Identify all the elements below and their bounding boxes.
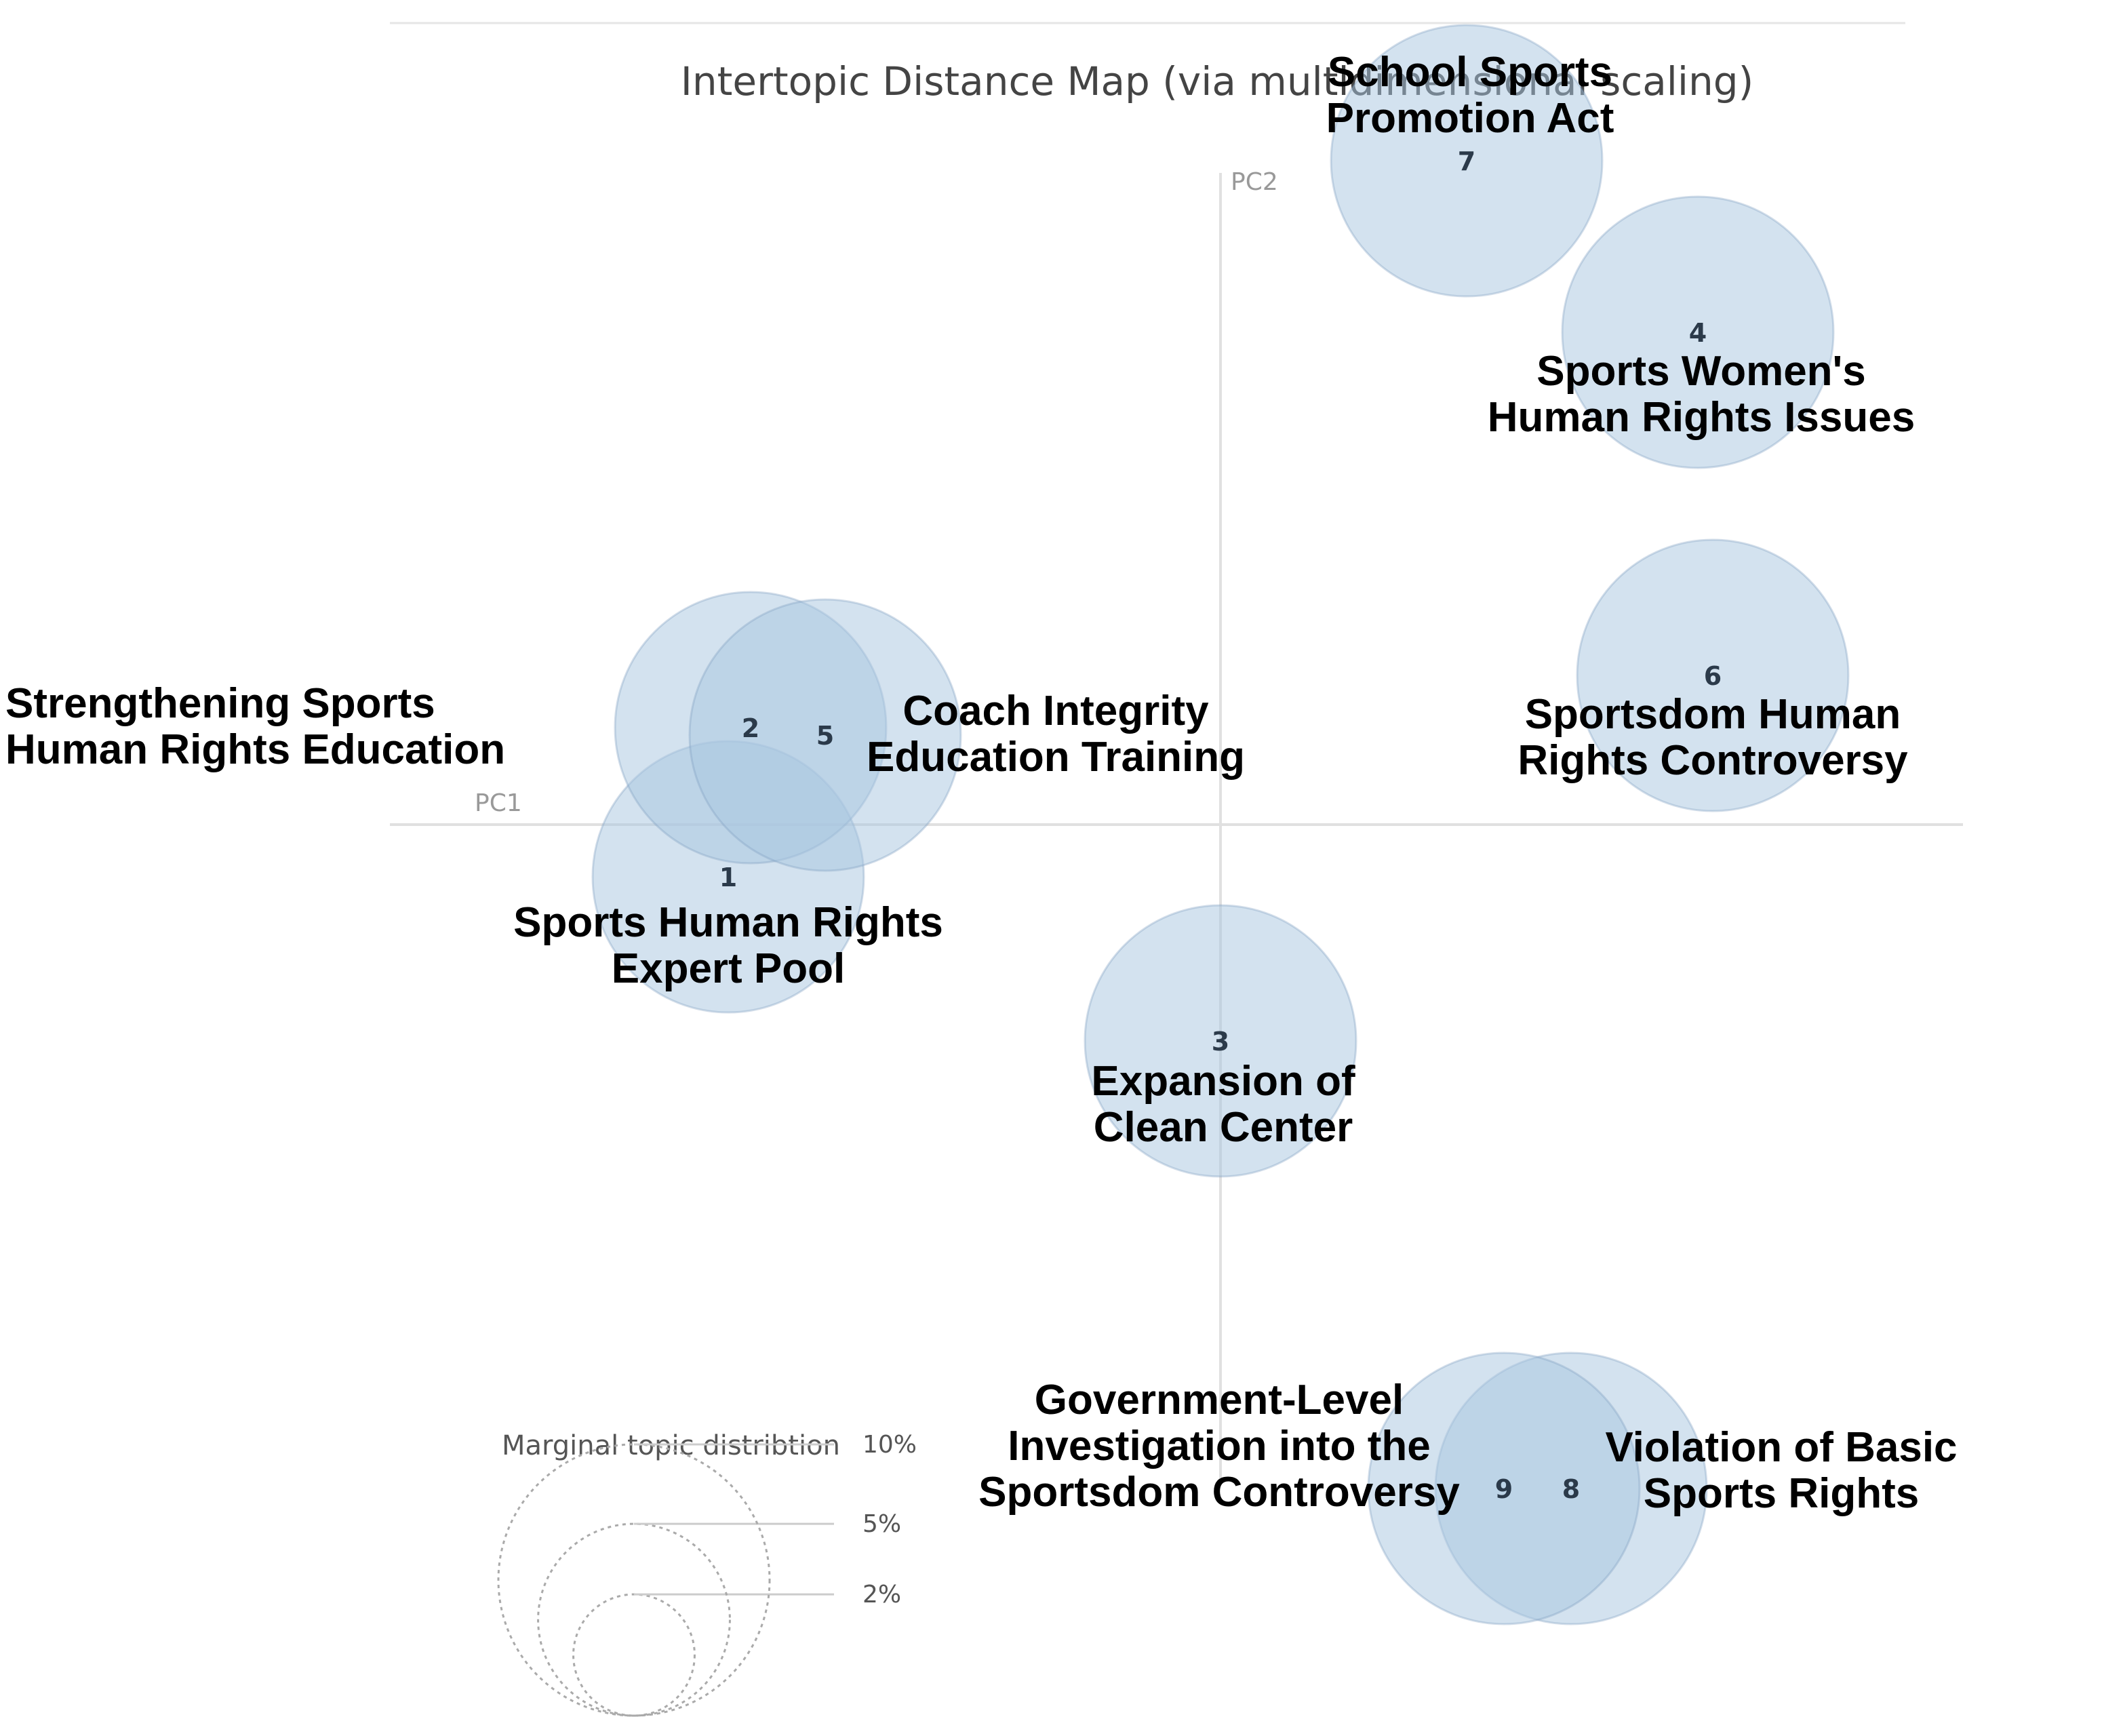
topic-id-6: 6 [1704,661,1722,691]
topic-label-6-line-1: Sportsdom Human [1525,691,1901,738]
topic-label-1-line-1: Sports Human Rights [513,899,943,946]
topic-bubble-4[interactable] [1561,195,1835,469]
topic-id-1: 1 [719,863,737,892]
topic-label-3-line-2: Clean Center [1094,1104,1353,1151]
topic-label-5-line-2: Education Training [867,734,1245,781]
topic-id-7: 7 [1458,146,1475,176]
topic-label-3-line-1: Expansion of [1091,1058,1355,1105]
topic-id-4: 4 [1689,318,1707,348]
topic-bubble-6[interactable] [1576,538,1850,812]
topic-label-1-line-2: Expert Pool [612,945,846,992]
legend-title: Marginal topic distribtion [502,1430,840,1461]
topic-label-2-line-1: Strengthening Sports [5,680,435,727]
topic-bubble-3[interactable] [1084,904,1357,1178]
legend-label-2%: 2% [862,1581,901,1609]
topic-label-4-line-1: Sports Women's [1536,348,1866,395]
topic-bubble-5[interactable] [688,598,962,872]
topic-bubble-7[interactable] [1330,24,1604,298]
topic-label-9-line-3: Sportsdom Controversy [978,1469,1460,1516]
legend-circle-10% [497,1443,771,1717]
topic-id-9: 9 [1495,1474,1513,1504]
topic-label-7-line-1: School Sports [1328,49,1612,96]
marginal-topic-distribution-legend: Marginal topic distribtion 2% 5% 10% [497,1430,917,1717]
topic-bubbles [591,24,1850,1625]
topic-label-8-line-1: Violation of Basic [1605,1424,1957,1471]
topic-id-5: 5 [816,721,834,751]
legend-circle-5% [537,1522,731,1717]
pc1-axis-label: PC1 [475,789,522,817]
legend-label-5%: 5% [862,1510,901,1538]
topic-label-9-line-2: Investigation into the [1008,1423,1430,1469]
legend-circle-2% [572,1593,696,1717]
topic-label-4-line-2: Human Rights Issues [1488,394,1915,441]
topic-label-7-line-2: Promotion Act [1326,95,1614,142]
legend-label-10%: 10% [862,1431,917,1459]
topic-id-3: 3 [1212,1027,1229,1057]
topic-label-9-line-1: Government-Level [1035,1377,1404,1423]
topic-id-8: 8 [1562,1474,1580,1504]
topic-label-5-line-1: Coach Integrity [902,688,1209,734]
topic-bubble-9[interactable] [1367,1352,1641,1625]
topic-label-2-line-2: Human Rights Education [5,726,505,773]
topic-id-2: 2 [742,713,759,743]
topic-label-6-line-2: Rights Controversy [1517,737,1908,784]
topic-label-8-line-2: Sports Rights [1644,1470,1919,1517]
pc2-axis-label: PC2 [1231,168,1278,196]
